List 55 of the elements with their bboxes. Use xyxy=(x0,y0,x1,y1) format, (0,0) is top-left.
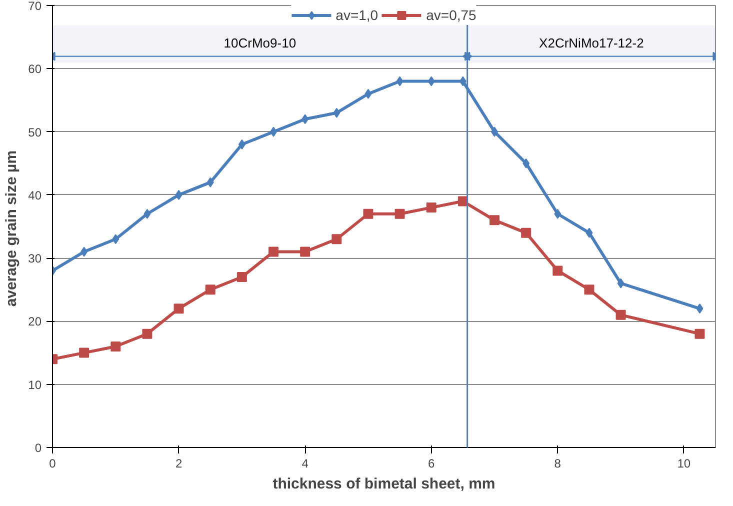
x-tick-label: 6 xyxy=(428,456,436,470)
point xyxy=(142,328,152,339)
point xyxy=(584,284,594,295)
x-tick-label: 2 xyxy=(175,456,182,470)
point xyxy=(522,158,530,168)
point xyxy=(426,202,436,213)
point xyxy=(205,284,216,295)
y-axis-title: average grain size µm xyxy=(3,150,20,307)
point xyxy=(396,76,404,86)
point xyxy=(586,228,593,238)
point xyxy=(394,208,405,219)
point xyxy=(206,177,214,188)
x-axis-title: thickness of bimetal sheet, mm xyxy=(272,476,496,492)
y-tick-label: 30 xyxy=(28,252,42,266)
point xyxy=(616,310,626,320)
y-tick-label: 10 xyxy=(28,378,42,392)
point xyxy=(144,208,151,219)
point xyxy=(268,246,278,257)
band-label: 10CrMo9-10 xyxy=(224,35,296,50)
legend-label: av=1,0 xyxy=(336,7,378,23)
point xyxy=(332,234,342,244)
point xyxy=(79,348,90,358)
point xyxy=(175,190,182,200)
point xyxy=(521,228,532,238)
point xyxy=(552,266,563,276)
point xyxy=(110,341,121,352)
y-tick-label: 0 xyxy=(34,441,42,455)
point xyxy=(80,246,88,257)
point xyxy=(428,76,435,86)
x-tick-label: 8 xyxy=(554,456,562,470)
y-tick-label: 60 xyxy=(28,62,42,76)
point xyxy=(174,304,184,314)
point xyxy=(363,208,374,219)
x-tick-label: 0 xyxy=(49,456,56,470)
point xyxy=(236,272,247,282)
y-tick-label: 50 xyxy=(28,125,42,140)
point xyxy=(112,234,120,244)
point xyxy=(490,215,500,226)
point xyxy=(300,246,310,257)
point xyxy=(364,88,372,99)
x-tick-label: 10 xyxy=(677,456,691,470)
point xyxy=(302,114,309,124)
point xyxy=(333,108,340,118)
point xyxy=(554,208,562,219)
point xyxy=(617,278,624,288)
x-tick-label: 4 xyxy=(302,456,309,470)
point xyxy=(696,304,704,314)
legend-label: av=0,75 xyxy=(426,7,476,23)
y-tick-label: 20 xyxy=(28,314,42,329)
y-tick-label: 70 xyxy=(28,0,42,13)
point xyxy=(694,328,705,339)
point xyxy=(238,139,246,150)
point xyxy=(459,76,466,86)
y-tick-label: 40 xyxy=(28,188,42,202)
band-label: X2CrNiMo17-12-2 xyxy=(539,35,644,50)
